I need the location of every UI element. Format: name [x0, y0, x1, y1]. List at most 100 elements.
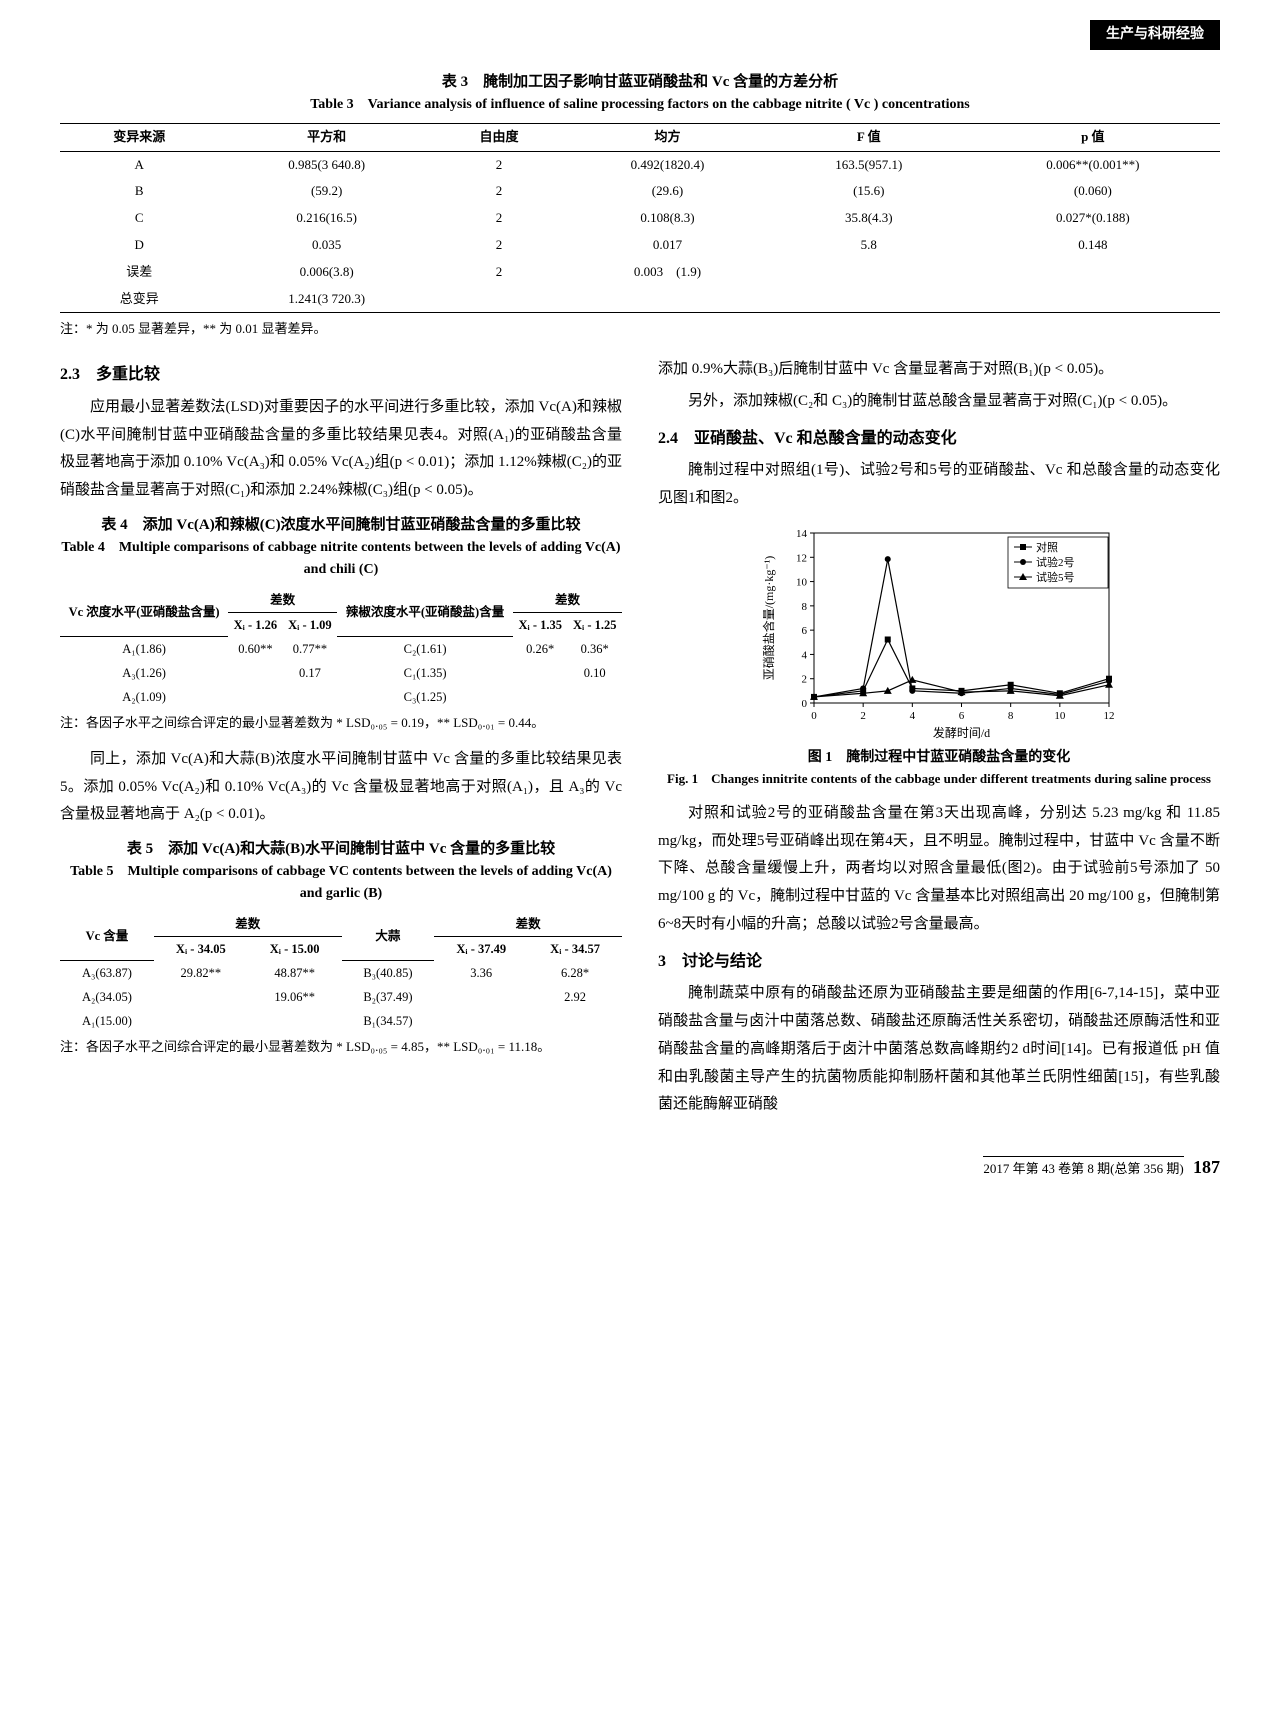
td: 2 [435, 259, 563, 286]
svg-text:8: 8 [802, 601, 808, 613]
td: 0.216(16.5) [218, 205, 434, 232]
svg-text:12: 12 [796, 552, 807, 564]
td: 29.82** [154, 961, 248, 986]
td: 2 [435, 151, 563, 178]
td: A₂(34.05) [60, 985, 154, 1009]
td: B₂(37.49) [342, 985, 435, 1009]
header-tag: 生产与科研经验 [1090, 20, 1220, 50]
svg-text:6: 6 [802, 625, 808, 637]
td: B [60, 178, 218, 205]
td [513, 685, 567, 709]
svg-text:0: 0 [811, 710, 817, 722]
th: 差数 [154, 912, 342, 937]
svg-text:6: 6 [959, 710, 965, 722]
left-column: 2.3 多重比较 应用最小显著差数法(LSD)对重要因子的水平间进行多重比较，添… [60, 352, 622, 1123]
td: A₂(1.09) [60, 685, 228, 709]
table5: 表 5 添加 Vc(A)和大蒜(B)水平间腌制甘蓝中 Vc 含量的多重比较 Ta… [60, 837, 622, 1058]
th: p 值 [966, 123, 1220, 151]
th: Xᵢ - 1.35 [513, 612, 567, 637]
td: C [60, 205, 218, 232]
th: Xᵢ - 34.57 [528, 936, 622, 961]
td: A₁(1.86) [60, 637, 228, 662]
svg-text:8: 8 [1008, 710, 1014, 722]
td: 0.006(3.8) [218, 259, 434, 286]
sec3-p1: 腌制蔬菜中原有的硝酸盐还原为亚硝酸盐主要是细菌的作用[6-7,14-15]，菜中… [658, 980, 1220, 1119]
th: Xᵢ - 1.09 [283, 612, 337, 637]
td: 48.87** [248, 961, 342, 986]
right-p1: 添加 0.9%大蒜(B₃)后腌制甘蓝中 Vc 含量显著高于对照(B₁)(p < … [658, 356, 1220, 384]
right-column: 添加 0.9%大蒜(B₃)后腌制甘蓝中 Vc 含量显著高于对照(B₁)(p < … [658, 352, 1220, 1123]
td: 3.36 [434, 961, 528, 986]
td: B₃(40.85) [342, 961, 435, 986]
td: 0.017 [563, 232, 772, 259]
td: 0.003 (1.9) [563, 259, 772, 286]
th: 变异来源 [60, 123, 218, 151]
td [563, 286, 772, 313]
td [772, 259, 966, 286]
td: 163.5(957.1) [772, 151, 966, 178]
svg-text:14: 14 [796, 528, 808, 540]
table3-note: 注：* 为 0.05 显著差异，** 为 0.01 显著差异。 [60, 319, 1220, 340]
td: A [60, 151, 218, 178]
td [228, 685, 282, 709]
sec23-p2: 同上，添加 Vc(A)和大蒜(B)浓度水平间腌制甘蓝中 Vc 含量的多重比较结果… [60, 746, 622, 829]
td: (59.2) [218, 178, 434, 205]
td: 总变异 [60, 286, 218, 313]
fig1-caption-cn: 图 1 腌制过程中甘蓝亚硝酸盐含量的变化 [658, 747, 1220, 769]
td: 5.8 [772, 232, 966, 259]
td: 0.10 [567, 661, 622, 685]
th: Vc 浓度水平(亚硝酸盐含量) [60, 588, 228, 637]
svg-text:发酵时间/d: 发酵时间/d [933, 725, 990, 740]
footer-page: 187 [1193, 1157, 1220, 1177]
th: 均方 [563, 123, 772, 151]
td [966, 259, 1220, 286]
th: Xᵢ - 1.26 [228, 612, 282, 637]
td: 2 [435, 232, 563, 259]
th: 自由度 [435, 123, 563, 151]
td: 0.17 [283, 661, 337, 685]
td: 0.492(1820.4) [563, 151, 772, 178]
th: Xᵢ - 1.25 [567, 612, 622, 637]
td: A₁(15.00) [60, 1009, 154, 1033]
td [435, 286, 563, 313]
th: 差数 [434, 912, 622, 937]
th: F 值 [772, 123, 966, 151]
table5-note: 注：各因子水平之间综合评定的最小显著差数为 * LSD₀.₀₅ = 4.85，*… [60, 1037, 622, 1058]
fig1-chart: 02468101202468101214发酵时间/d亚硝酸盐含量/(mg·kg⁻… [759, 523, 1119, 743]
td: (29.6) [563, 178, 772, 205]
svg-text:对照: 对照 [1036, 540, 1058, 554]
svg-text:亚硝酸盐含量/(mg·kg⁻¹): 亚硝酸盐含量/(mg·kg⁻¹) [761, 555, 776, 680]
th: 差数 [513, 588, 622, 613]
footer-issue: 2017 年第 43 卷第 8 期(总第 356 期) [983, 1161, 1183, 1176]
td: 6.28* [528, 961, 622, 986]
fig1-caption-en: Fig. 1 Changes innitrite contents of the… [658, 769, 1220, 790]
td [772, 286, 966, 313]
td: 0.148 [966, 232, 1220, 259]
td: D [60, 232, 218, 259]
td: 1.241(3 720.3) [218, 286, 434, 313]
td [228, 661, 282, 685]
svg-text:10: 10 [796, 576, 808, 588]
td: 19.06** [248, 985, 342, 1009]
sec23-title: 2.3 多重比较 [60, 362, 622, 388]
td: B₁(34.57) [342, 1009, 435, 1033]
td [434, 1009, 528, 1033]
td [154, 985, 248, 1009]
td [283, 685, 337, 709]
td [966, 286, 1220, 313]
sec24-title: 2.4 亚硝酸盐、Vc 和总酸含量的动态变化 [658, 426, 1220, 452]
td: 0.006**(0.001**) [966, 151, 1220, 178]
svg-text:10: 10 [1054, 710, 1066, 722]
table4-caption-cn: 表 4 添加 Vc(A)和辣椒(C)浓度水平间腌制甘蓝亚硝酸盐含量的多重比较 [60, 513, 622, 537]
td: 0.027*(0.188) [966, 205, 1220, 232]
td: (15.6) [772, 178, 966, 205]
svg-text:2: 2 [802, 673, 808, 685]
td: 0.26* [513, 637, 567, 662]
th: Xᵢ - 37.49 [434, 936, 528, 961]
td: C₁(1.35) [337, 661, 513, 685]
th: Xᵢ - 34.05 [154, 936, 248, 961]
svg-text:12: 12 [1104, 710, 1115, 722]
table4-note: 注：各因子水平之间综合评定的最小显著差数为 * LSD₀.₀₅ = 0.19，*… [60, 713, 622, 734]
table5-caption-en: Table 5 Multiple comparisons of cabbage … [60, 861, 622, 906]
td: 0.60** [228, 637, 282, 662]
